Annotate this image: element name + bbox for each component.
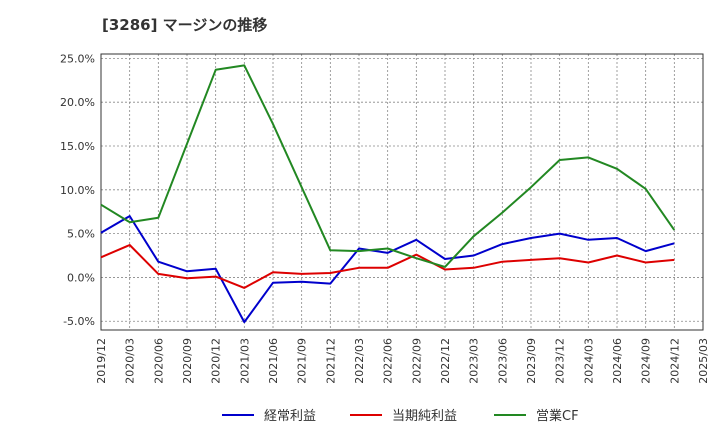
x-tick-label: 2025/03 — [697, 338, 710, 384]
series-line-0 — [100, 215, 675, 324]
series-line-2 — [100, 64, 676, 268]
legend-label-2: 営業CF — [536, 408, 579, 424]
x-tick-label: 2023/06 — [496, 338, 509, 384]
x-tick-label: 2021/03 — [238, 338, 251, 384]
y-tick-label: 25.0% — [60, 52, 95, 65]
x-tick-label: 2020/03 — [124, 338, 137, 384]
y-axis-ticks: 25.0% 20.0% 15.0% 10.0% 5.0% 0.0% -5.0% — [60, 52, 95, 328]
chart-title: [3286] マージンの推移 — [102, 16, 268, 34]
x-tick-label: 2020/09 — [181, 338, 194, 384]
y-tick-label: 20.0% — [60, 96, 95, 109]
x-tick-label: 2020/12 — [210, 338, 223, 384]
x-tick-label: 2021/09 — [296, 338, 309, 384]
grid-lines — [100, 54, 704, 330]
y-tick-label: 5.0% — [67, 228, 95, 241]
x-axis-ticks: 2019/12 2020/03 2020/06 2020/09 2020/12 2021/… — [95, 338, 710, 384]
x-tick-label: 2024/12 — [668, 338, 681, 384]
x-tick-label: 2019/12 — [95, 338, 108, 384]
x-tick-label: 2021/06 — [267, 338, 280, 384]
x-tick-label: 2024/09 — [640, 338, 653, 384]
y-tick-label: 10.0% — [60, 184, 95, 197]
series-lines — [100, 64, 676, 324]
x-tick-label: 2023/12 — [554, 338, 567, 384]
legend: 経常利益 当期純利益 営業CF — [222, 408, 579, 424]
x-tick-label: 2020/06 — [152, 338, 165, 384]
x-tick-label: 2024/06 — [611, 338, 624, 384]
x-tick-label: 2021/12 — [324, 338, 337, 384]
y-tick-label: 0.0% — [67, 271, 95, 284]
y-tick-label: 15.0% — [60, 140, 95, 153]
x-tick-label: 2024/03 — [582, 338, 595, 384]
legend-label-1: 当期純利益 — [392, 409, 457, 424]
x-tick-label: 2023/03 — [468, 338, 481, 384]
x-tick-label: 2022/03 — [353, 338, 366, 384]
series-line-1 — [100, 244, 675, 289]
x-tick-label: 2022/12 — [439, 338, 452, 384]
x-tick-label: 2022/06 — [382, 338, 395, 384]
x-tick-label: 2022/09 — [410, 338, 423, 384]
x-tick-label: 2023/09 — [525, 338, 538, 384]
legend-label-0: 経常利益 — [264, 409, 316, 424]
plot-area — [100, 53, 704, 331]
y-tick-label: -5.0% — [63, 315, 95, 328]
